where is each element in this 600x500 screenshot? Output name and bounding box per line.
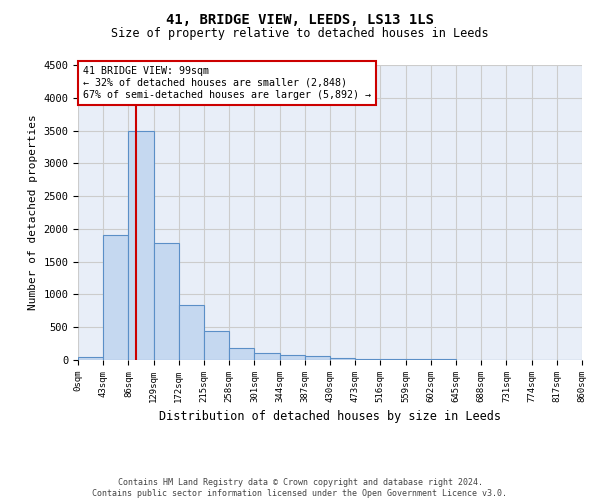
- Text: Size of property relative to detached houses in Leeds: Size of property relative to detached ho…: [111, 28, 489, 40]
- Bar: [128, 130, 154, 360]
- Y-axis label: Number of detached properties: Number of detached properties: [28, 114, 38, 310]
- Bar: [355, 358, 380, 360]
- Bar: [78, 356, 103, 360]
- Bar: [380, 359, 406, 360]
- Bar: [305, 356, 330, 360]
- Bar: [229, 348, 254, 360]
- Bar: [254, 353, 280, 360]
- Bar: [330, 358, 355, 360]
- Bar: [103, 236, 128, 360]
- Text: Contains HM Land Registry data © Crown copyright and database right 2024.
Contai: Contains HM Land Registry data © Crown c…: [92, 478, 508, 498]
- Text: 41, BRIDGE VIEW, LEEDS, LS13 1LS: 41, BRIDGE VIEW, LEEDS, LS13 1LS: [166, 12, 434, 26]
- Bar: [204, 331, 229, 360]
- Text: 41 BRIDGE VIEW: 99sqm
← 32% of detached houses are smaller (2,848)
67% of semi-d: 41 BRIDGE VIEW: 99sqm ← 32% of detached …: [83, 66, 371, 100]
- Bar: [154, 244, 179, 360]
- Bar: [179, 305, 204, 360]
- X-axis label: Distribution of detached houses by size in Leeds: Distribution of detached houses by size …: [159, 410, 501, 424]
- Bar: [280, 355, 305, 360]
